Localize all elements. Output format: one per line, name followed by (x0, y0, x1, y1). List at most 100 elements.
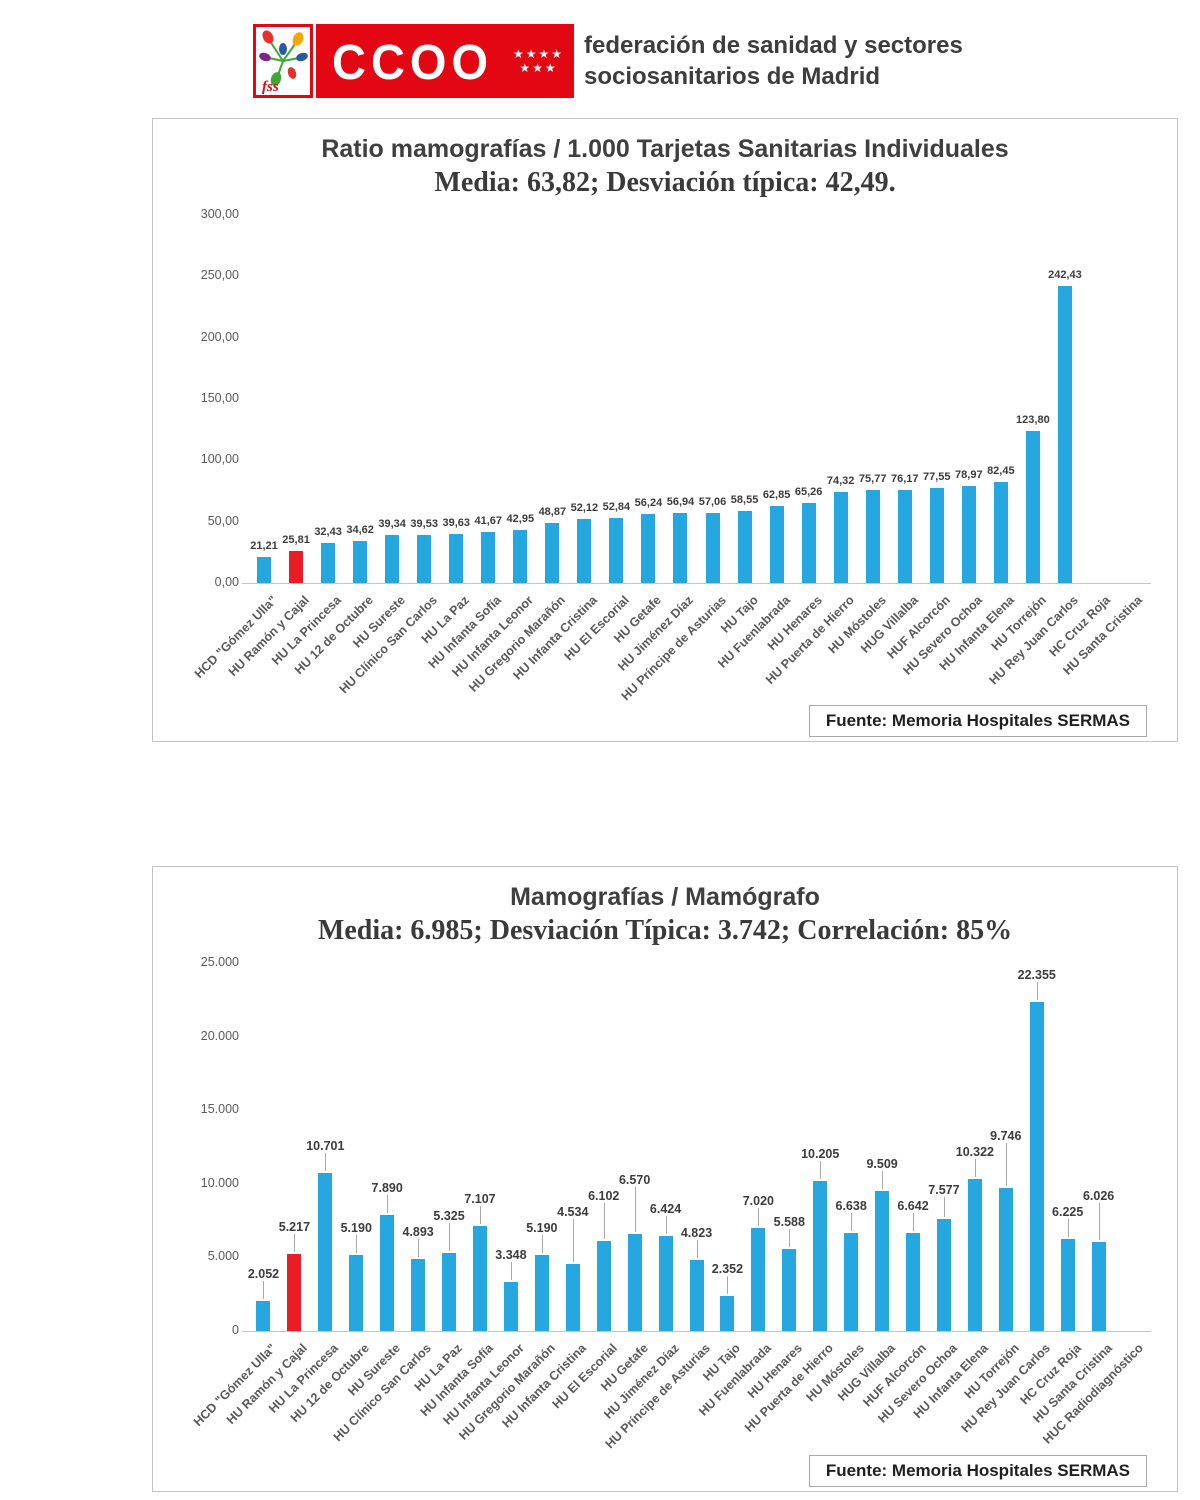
label-leader-line (913, 1213, 915, 1232)
bar-value-label: 4.823 (680, 1226, 713, 1240)
bar (481, 531, 496, 583)
bar (627, 1234, 642, 1331)
bar (609, 518, 624, 583)
bar-value-label: 56,24 (634, 497, 663, 509)
label-leader-line (851, 1213, 853, 1232)
label-leader-line (1098, 1203, 1100, 1241)
bar (596, 1241, 611, 1331)
bar (936, 1219, 951, 1331)
source-label: Fuente: Memoria Hospitales SERMAS (808, 1455, 1147, 1487)
bar (737, 511, 752, 583)
bar-value-label: 6.424 (649, 1202, 682, 1217)
bar (257, 556, 272, 583)
bar-value-label: 5.217 (278, 1220, 311, 1235)
bar (875, 1191, 890, 1331)
label-leader-line (356, 1234, 358, 1253)
y-axis-tick-label: 10.000 (200, 1175, 239, 1190)
label-leader-line (294, 1234, 296, 1253)
bar-value-label: 5.325 (433, 1208, 465, 1223)
label-leader-line (665, 1216, 667, 1235)
bar (993, 481, 1008, 583)
bar-value-label: 3.348 (495, 1247, 527, 1262)
bar-value-label: 2.352 (711, 1262, 744, 1277)
bar-value-label: 75,77 (858, 473, 887, 486)
bar-value-label: 82,45 (987, 464, 1015, 477)
y-axis-tick-label: 25.000 (200, 955, 239, 969)
chart-subtitle: Media: 63,82; Desviación típica: 42,49. (434, 167, 896, 198)
label-leader-line (789, 1228, 791, 1247)
bar-value-label: 123,80 (1016, 414, 1050, 427)
bar (998, 1187, 1013, 1331)
fss-logo: fss (253, 24, 313, 98)
y-axis-tick-label: 200,00 (200, 329, 239, 344)
bar (844, 1233, 859, 1331)
chart-mamografias-por-mamografo: Mamografías / Mamógrafo Media: 6.985; De… (152, 866, 1178, 1492)
bar (318, 1173, 333, 1331)
bar-value-label: 74,32 (826, 474, 855, 487)
label-leader-line (418, 1238, 420, 1257)
bar (1029, 1001, 1044, 1331)
bar (1091, 1242, 1106, 1331)
bar (641, 514, 656, 583)
bar (967, 1179, 982, 1331)
bar-value-label: 58,55 (730, 494, 759, 507)
stars-row-1: ★★★★ (512, 46, 564, 61)
bar (705, 513, 720, 583)
y-axis-tick-label: 150,00 (200, 391, 239, 405)
madrid-stars: ★★★★ ★★★ (513, 47, 564, 76)
y-axis-tick-label: 15.000 (200, 1102, 239, 1117)
bar-value-label: 7.020 (742, 1193, 774, 1208)
bar-value-label: 52,84 (602, 501, 631, 514)
label-leader-line (449, 1222, 451, 1251)
label-leader-line (820, 1160, 822, 1179)
label-leader-line (758, 1207, 760, 1226)
bar (349, 1254, 364, 1331)
bar (769, 505, 784, 583)
bar-value-label: 52,12 (570, 502, 599, 515)
y-axis-tick-label: 0,00 (214, 575, 239, 589)
bar-value-label: 5.588 (773, 1214, 805, 1229)
bar-value-label: 39,34 (378, 517, 406, 530)
bar-value-label: 77,55 (923, 470, 951, 483)
bar-value-label: 22.355 (1017, 967, 1056, 982)
bar (380, 1214, 395, 1331)
label-leader-line (1036, 981, 1038, 1000)
bar-value-label: 62,85 (762, 488, 791, 501)
label-leader-line (479, 1206, 481, 1225)
x-axis-line (242, 583, 1151, 584)
bar-value-label: 4.893 (402, 1224, 434, 1239)
bar (577, 519, 592, 583)
label-leader-line (634, 1186, 636, 1233)
bar (801, 502, 816, 583)
bar-value-label: 10.322 (955, 1145, 994, 1160)
bar-value-label: 78,97 (955, 469, 983, 482)
bar-value-label: 10.205 (801, 1146, 840, 1161)
bar-value-label: 39,53 (410, 517, 438, 530)
y-axis-tick-label: 20.000 (200, 1028, 239, 1043)
org-name-line2: sociosanitarios de Madrid (584, 63, 881, 91)
bar (534, 1254, 549, 1331)
bar (442, 1252, 457, 1331)
bar (321, 543, 336, 583)
bar (545, 523, 560, 583)
bar (673, 513, 688, 583)
bar-value-label: 242,43 (1048, 268, 1082, 281)
bar-highlighted (289, 551, 304, 583)
label-leader-line (1005, 1143, 1007, 1186)
bar-value-label: 7.107 (464, 1192, 496, 1207)
bar-value-label: 6.225 (1052, 1205, 1084, 1220)
label-leader-line (572, 1218, 574, 1263)
bar-value-label: 7.890 (371, 1180, 403, 1195)
label-leader-line (943, 1197, 945, 1218)
bar (720, 1296, 735, 1331)
bar (906, 1233, 921, 1331)
bar (865, 490, 880, 583)
bar (1060, 1239, 1075, 1331)
y-axis-tick-label: 100,00 (200, 452, 239, 467)
bar (833, 491, 848, 583)
bar (813, 1180, 828, 1331)
chart-title: Mamografías / Mamógrafo (510, 883, 820, 911)
y-axis-tick-label: 5.000 (207, 1249, 239, 1264)
bar-value-label: 65,26 (794, 485, 823, 498)
bar-value-label: 48,87 (538, 506, 567, 519)
